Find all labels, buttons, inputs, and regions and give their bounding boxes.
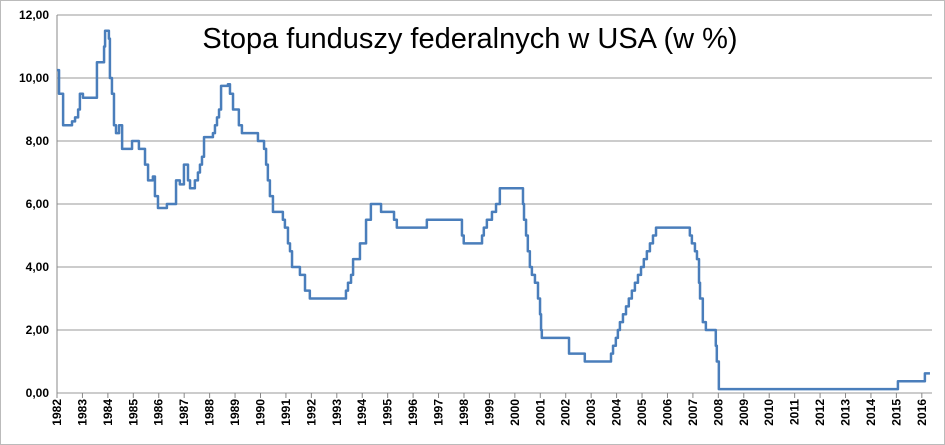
x-tick-label: 2003	[584, 399, 598, 426]
x-tick-label: 2005	[635, 399, 649, 426]
x-tick-label: 1989	[228, 399, 242, 426]
x-tick-label: 2009	[737, 399, 751, 426]
x-tick-label: 1984	[101, 399, 115, 426]
x-tick-label: 1995	[381, 399, 395, 426]
x-tick-label: 2014	[864, 399, 878, 426]
x-tick-label: 2004	[610, 399, 624, 426]
x-tick-label: 1987	[177, 399, 191, 426]
y-tick-label: 0,00	[26, 386, 50, 400]
x-tick-label: 1986	[152, 399, 166, 426]
x-tick-label: 2001	[533, 399, 547, 426]
chart-title: Stopa funduszy federalnych w USA (w %)	[202, 23, 737, 55]
x-tick-label: 2015	[889, 399, 903, 426]
data-line	[57, 29, 930, 391]
y-tick-label: 8,00	[26, 134, 50, 148]
x-tick-label: 1993	[330, 399, 344, 426]
y-tick-label: 6,00	[26, 197, 50, 211]
x-tick-label: 1983	[75, 399, 89, 426]
x-tick-label: 1994	[355, 399, 369, 426]
x-tick-label: 1988	[203, 399, 217, 426]
x-tick-label: 2013	[839, 399, 853, 426]
y-tick-label: 2,00	[26, 323, 50, 337]
x-tick-label: 1999	[482, 399, 496, 426]
x-tick-label: 2012	[813, 399, 827, 426]
x-tick-label: 1982	[50, 399, 64, 426]
x-tick-label: 2008	[711, 399, 725, 426]
x-tick-label: 2010	[762, 399, 776, 426]
x-tick-label: 1996	[406, 399, 420, 426]
x-tick-label: 1997	[432, 399, 446, 426]
y-tick-label: 10,00	[19, 71, 49, 85]
x-tick-label: 2011	[788, 399, 802, 425]
x-tick-label: 2000	[508, 399, 522, 426]
x-tick-label: 1998	[457, 399, 471, 426]
y-tick-label: 4,00	[26, 260, 50, 274]
x-tick-label: 1991	[279, 399, 293, 426]
x-tick-label: 2002	[559, 399, 573, 426]
x-tick-label: 1992	[304, 399, 318, 426]
x-tick-label: 2016	[915, 399, 929, 426]
x-tick-label: 2007	[686, 399, 700, 426]
x-tick-label: 2006	[660, 399, 674, 426]
y-tick-label: 12,00	[19, 8, 49, 22]
x-tick-label: 1990	[253, 399, 267, 426]
x-tick-label: 1985	[126, 399, 140, 426]
